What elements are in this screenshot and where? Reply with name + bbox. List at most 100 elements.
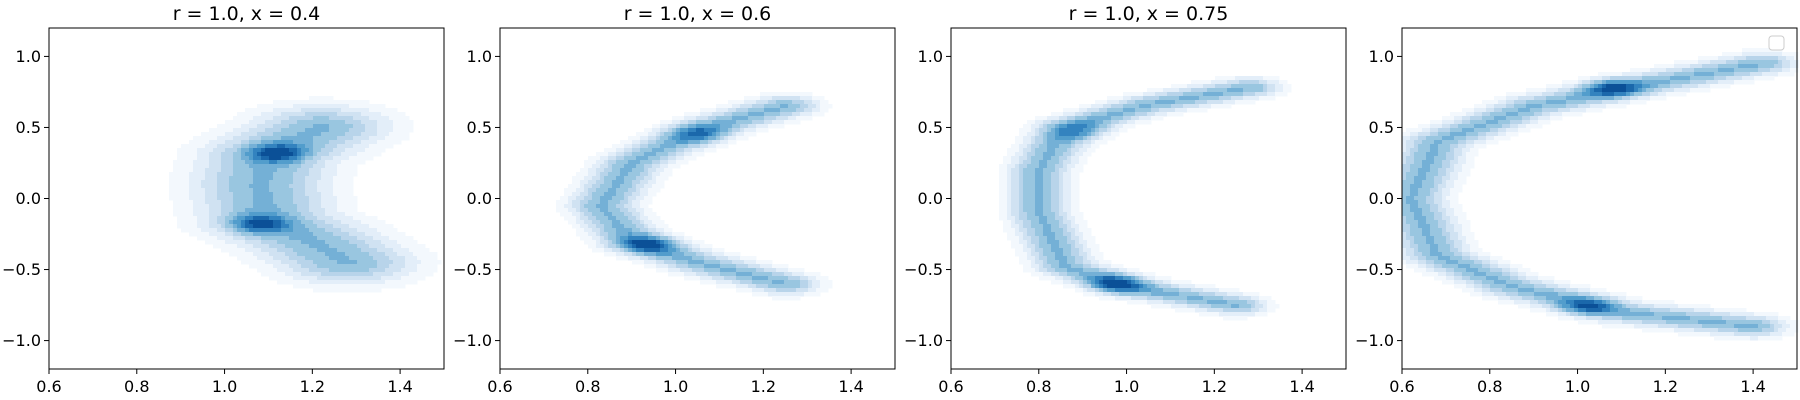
density-cell	[1011, 192, 1016, 197]
density-cell	[1095, 108, 1100, 113]
density-cell	[632, 164, 637, 169]
density-cell	[1015, 144, 1020, 149]
density-cell	[333, 120, 338, 125]
density-cell	[321, 260, 326, 265]
density-cell	[648, 176, 653, 181]
density-cell	[812, 284, 817, 289]
density-cell	[289, 272, 294, 277]
density-cell	[716, 260, 721, 265]
density-cell	[377, 276, 382, 281]
density-cell	[576, 208, 581, 213]
density-cell	[313, 164, 318, 169]
density-cell	[608, 168, 613, 173]
density-cell	[652, 172, 657, 177]
density-cell	[744, 284, 749, 289]
density-cell	[253, 208, 258, 213]
density-cell	[692, 260, 697, 265]
density-cell	[329, 128, 334, 133]
density-cell	[632, 248, 637, 253]
density-cell	[217, 176, 222, 181]
density-cell	[656, 240, 661, 245]
density-cell	[680, 248, 685, 253]
density-cell	[233, 172, 238, 177]
density-cell	[596, 244, 601, 249]
density-cell	[237, 220, 242, 225]
density-cell	[1047, 168, 1052, 173]
density-cell	[1051, 176, 1056, 181]
density-cell	[297, 276, 302, 281]
density-cell	[776, 264, 781, 269]
density-cell	[309, 156, 314, 161]
density-cell	[1203, 104, 1208, 109]
density-cell	[1083, 260, 1088, 265]
density-cell	[297, 200, 302, 205]
density-cell	[684, 272, 689, 277]
x-tick-label: 0.8	[124, 377, 149, 396]
density-cell	[237, 208, 242, 213]
density-cell	[1107, 136, 1112, 141]
density-cell	[293, 268, 298, 273]
density-cell	[608, 216, 613, 221]
density-cell	[297, 180, 302, 185]
density-cell	[572, 184, 577, 189]
density-cell	[193, 160, 198, 165]
density-cell	[281, 240, 286, 245]
density-cell	[261, 108, 266, 113]
density-cell	[297, 228, 302, 233]
density-cell	[337, 260, 342, 265]
density-cell	[341, 104, 346, 109]
density-cell	[772, 264, 777, 269]
density-cell	[1119, 128, 1124, 133]
density-cell	[700, 252, 705, 257]
density-cell	[1243, 92, 1248, 97]
density-cell	[640, 132, 645, 137]
density-cell	[293, 152, 298, 157]
density-cell	[337, 180, 342, 185]
density-cell	[233, 204, 238, 209]
density-cell	[1019, 136, 1024, 141]
density-cell	[237, 228, 242, 233]
density-cell	[341, 264, 346, 269]
density-cell	[1119, 120, 1124, 125]
density-cell	[405, 276, 410, 281]
density-cell	[385, 268, 390, 273]
density-cell	[764, 128, 769, 133]
density-cell	[213, 244, 218, 249]
density-cell	[337, 172, 342, 177]
density-cell	[261, 264, 266, 269]
density-cell	[1043, 208, 1048, 213]
density-cell	[756, 104, 761, 109]
density-cell	[289, 124, 294, 129]
density-cell	[1075, 188, 1080, 193]
density-cell	[1027, 204, 1032, 209]
density-cell	[700, 248, 705, 253]
density-cell	[1227, 92, 1232, 97]
density-cell	[768, 272, 773, 277]
density-cell	[1075, 144, 1080, 149]
density-cell	[1007, 220, 1012, 225]
density-cell	[648, 192, 653, 197]
density-cell	[1055, 264, 1060, 269]
density-cell	[1075, 128, 1080, 133]
density-cell	[704, 276, 709, 281]
density-cell	[329, 164, 334, 169]
density-cell	[1055, 204, 1060, 209]
density-cell	[712, 108, 717, 113]
density-cell	[656, 216, 661, 221]
density-cell	[808, 108, 813, 113]
density-cell	[229, 252, 234, 257]
density-cell	[592, 164, 597, 169]
density-cell	[1059, 280, 1064, 285]
density-cell	[309, 280, 314, 285]
density-cell	[1003, 180, 1008, 185]
density-cell	[369, 240, 374, 245]
density-cell	[341, 124, 346, 129]
density-cell	[325, 104, 330, 109]
density-cell	[1055, 144, 1060, 149]
density-cell	[1015, 204, 1020, 209]
density-cell	[1063, 172, 1068, 177]
density-cell	[660, 148, 665, 153]
density-cell	[269, 192, 274, 197]
density-cell	[780, 280, 785, 285]
density-cell	[269, 136, 274, 141]
